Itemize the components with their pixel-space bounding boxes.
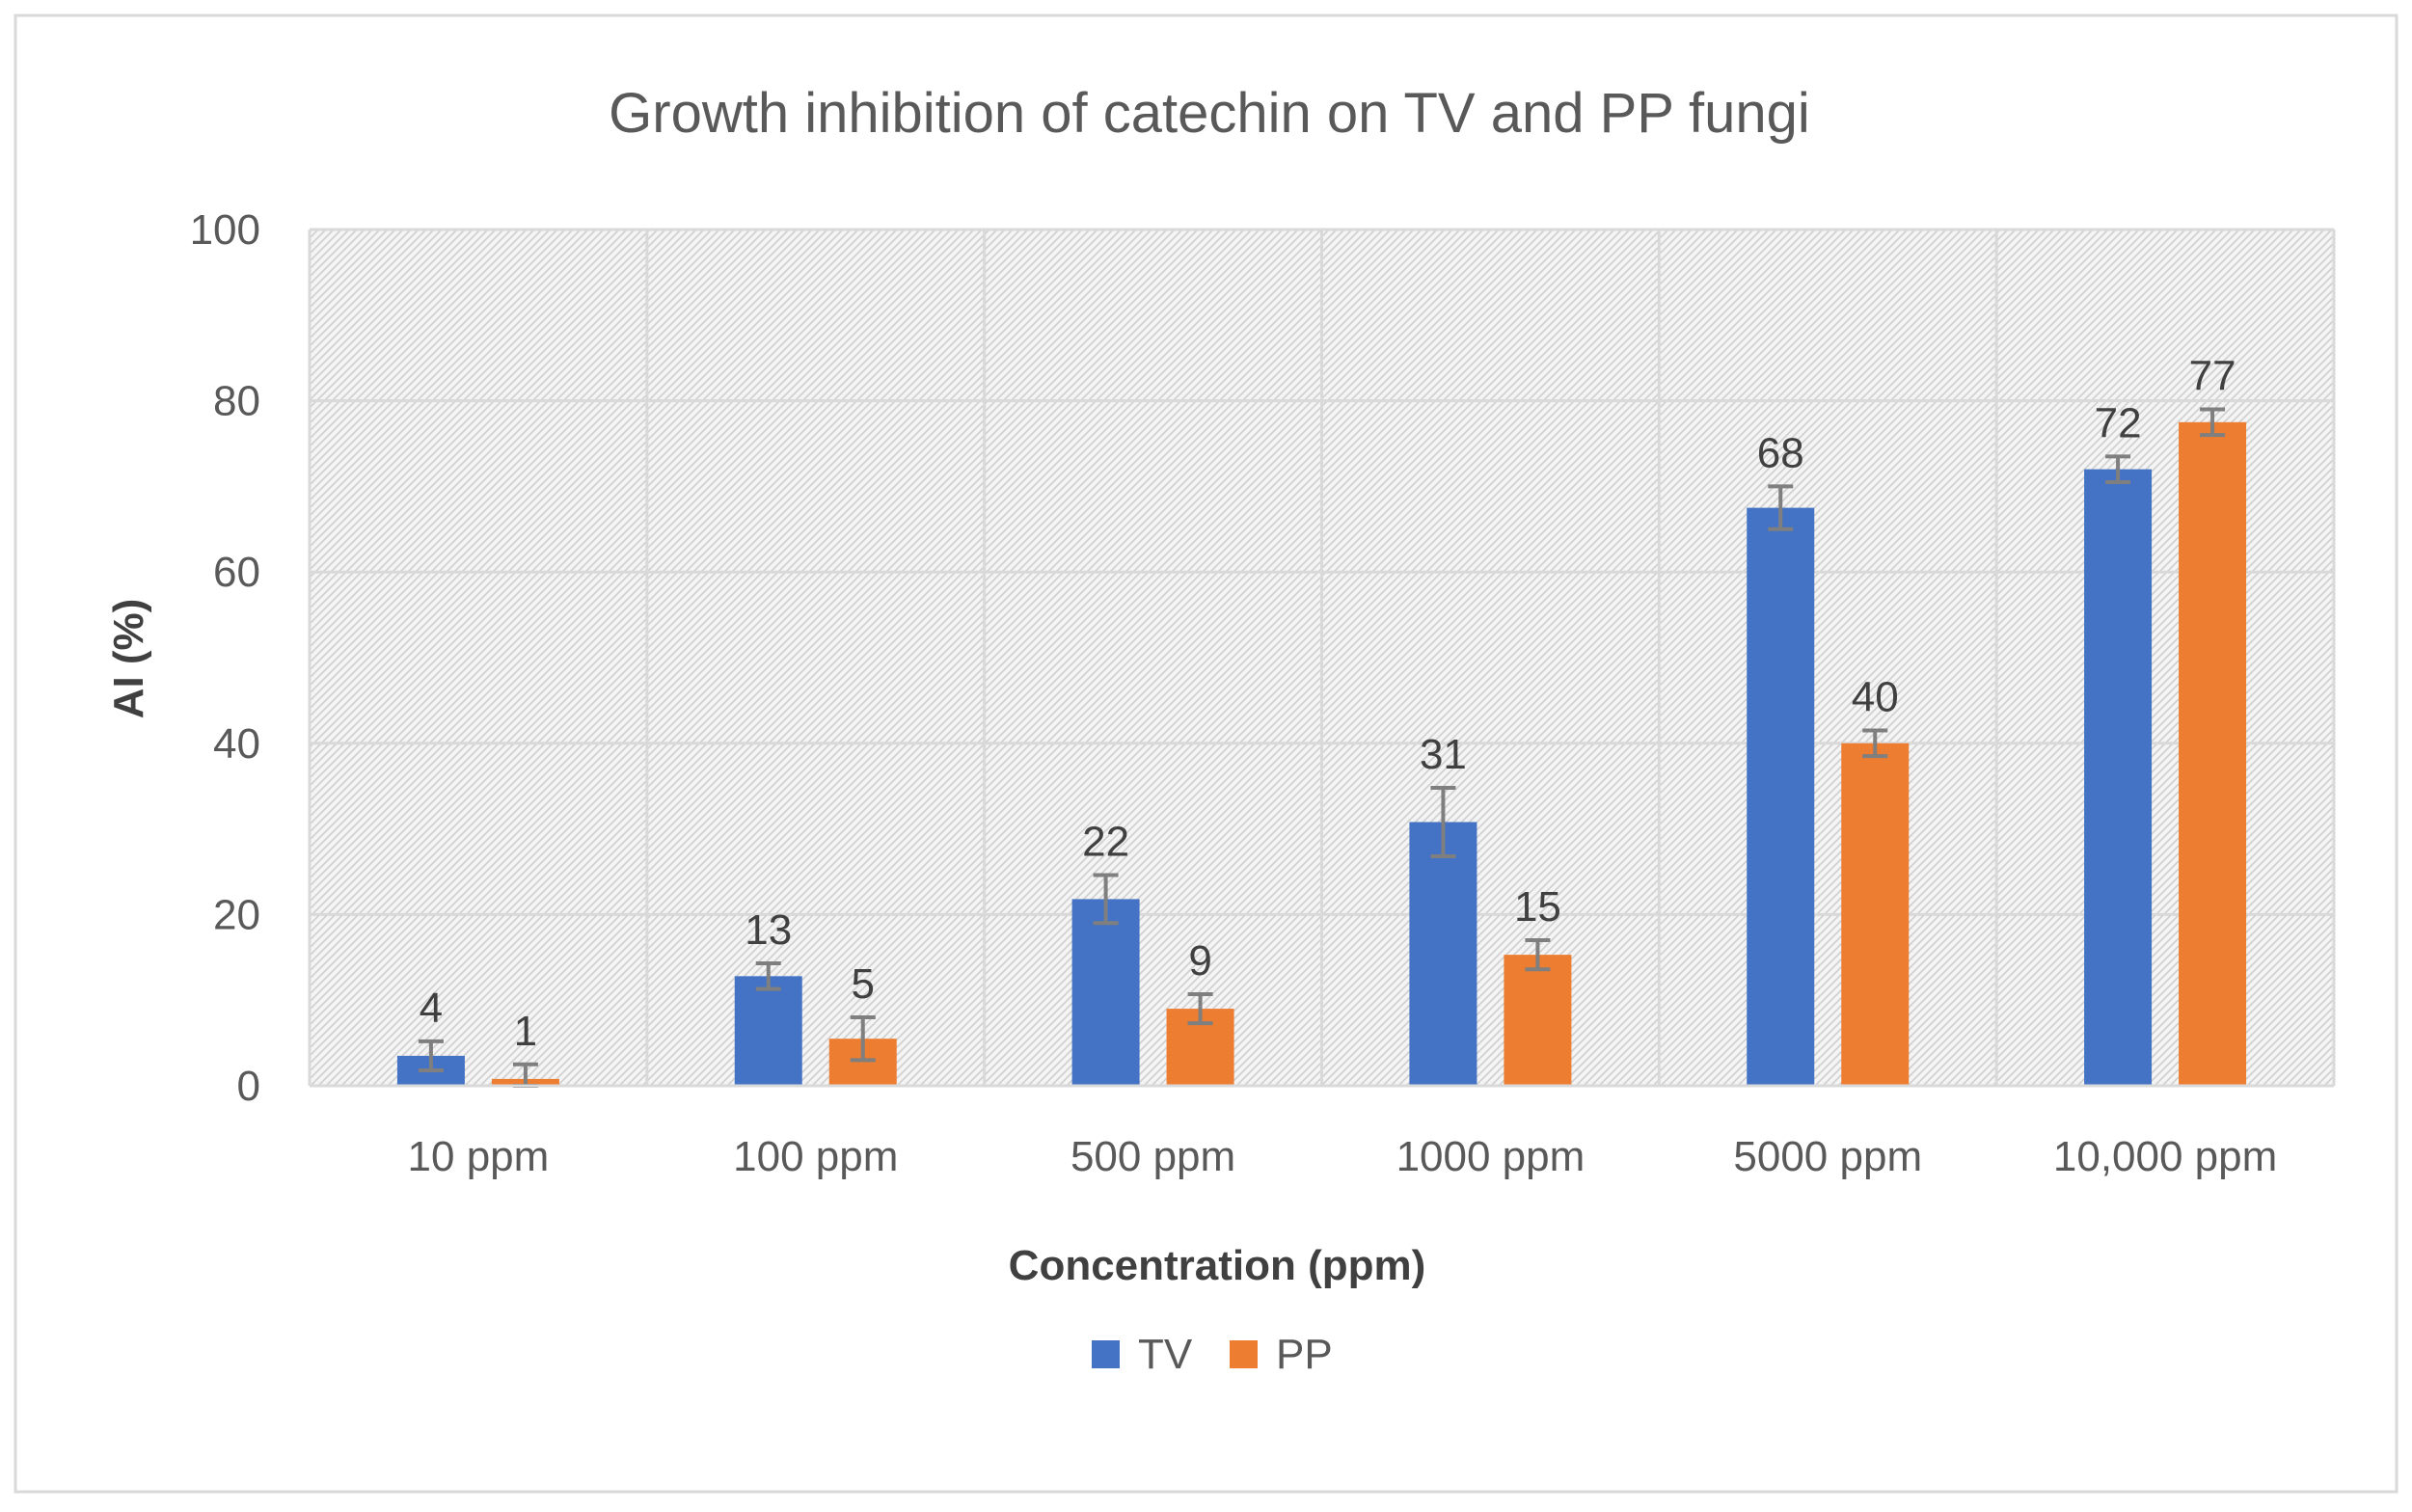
error-bars <box>418 407 2226 1088</box>
y-axis-title: AI (%) <box>105 599 152 719</box>
data-label: 4 <box>420 985 443 1032</box>
data-label: 77 <box>2189 352 2236 399</box>
y-tick-label: 100 <box>190 206 260 254</box>
legend-label-tv: TV <box>1138 1331 1193 1378</box>
bar-pp <box>2179 421 2247 1086</box>
data-label: 13 <box>745 906 792 954</box>
data-labels: 4 1 13 5 22 9 31 15 68 40 72 77 <box>420 352 2236 1054</box>
data-label: 1 <box>514 1008 537 1055</box>
x-tick-label: 500 ppm <box>1070 1133 1235 1180</box>
axes: 0 20 40 60 80 100 10 ppm 100 ppm 500 ppm 1000 ppm… <box>190 206 2334 1180</box>
data-label: 68 <box>1757 429 1804 476</box>
y-tick-label: 40 <box>213 720 260 768</box>
y-tick-label: 20 <box>213 891 260 938</box>
data-label: 72 <box>2095 399 2142 446</box>
bar-tv <box>734 976 802 1086</box>
y-tick-label: 80 <box>213 378 260 425</box>
data-label: 15 <box>1514 883 1561 931</box>
x-tick-label: 10 ppm <box>408 1133 550 1180</box>
bar-tv <box>1747 507 1815 1086</box>
bar-pp <box>1841 742 1910 1086</box>
bar-tv <box>2084 469 2153 1086</box>
data-label: 9 <box>1188 937 1211 985</box>
data-label: 40 <box>1852 673 1899 720</box>
legend-swatch-pp <box>1230 1340 1258 1368</box>
legend-label-pp: PP <box>1276 1331 1333 1378</box>
y-tick-label: 0 <box>237 1063 260 1110</box>
x-tick-label: 10,000 ppm <box>2053 1133 2277 1180</box>
data-label: 31 <box>1420 731 1467 778</box>
x-tick-label: 1000 ppm <box>1396 1133 1585 1180</box>
x-tick-label: 100 ppm <box>733 1133 898 1180</box>
legend: TV PP <box>1092 1331 1333 1378</box>
x-axis-title: Concentration (ppm) <box>1009 1242 1426 1289</box>
bar-tv <box>1409 822 1477 1086</box>
data-label: 22 <box>1082 819 1129 866</box>
bar-pp <box>1504 955 1572 1086</box>
x-tick-label: 5000 ppm <box>1733 1133 1922 1180</box>
legend-swatch-tv <box>1092 1340 1120 1368</box>
gridlines <box>308 228 2336 1088</box>
bars <box>396 421 2247 1086</box>
bar-tv <box>1071 899 1140 1086</box>
y-tick-label: 60 <box>213 549 260 596</box>
chart-title: Growth inhibition of catechin on TV and … <box>609 82 1810 145</box>
data-label: 5 <box>852 960 875 1008</box>
